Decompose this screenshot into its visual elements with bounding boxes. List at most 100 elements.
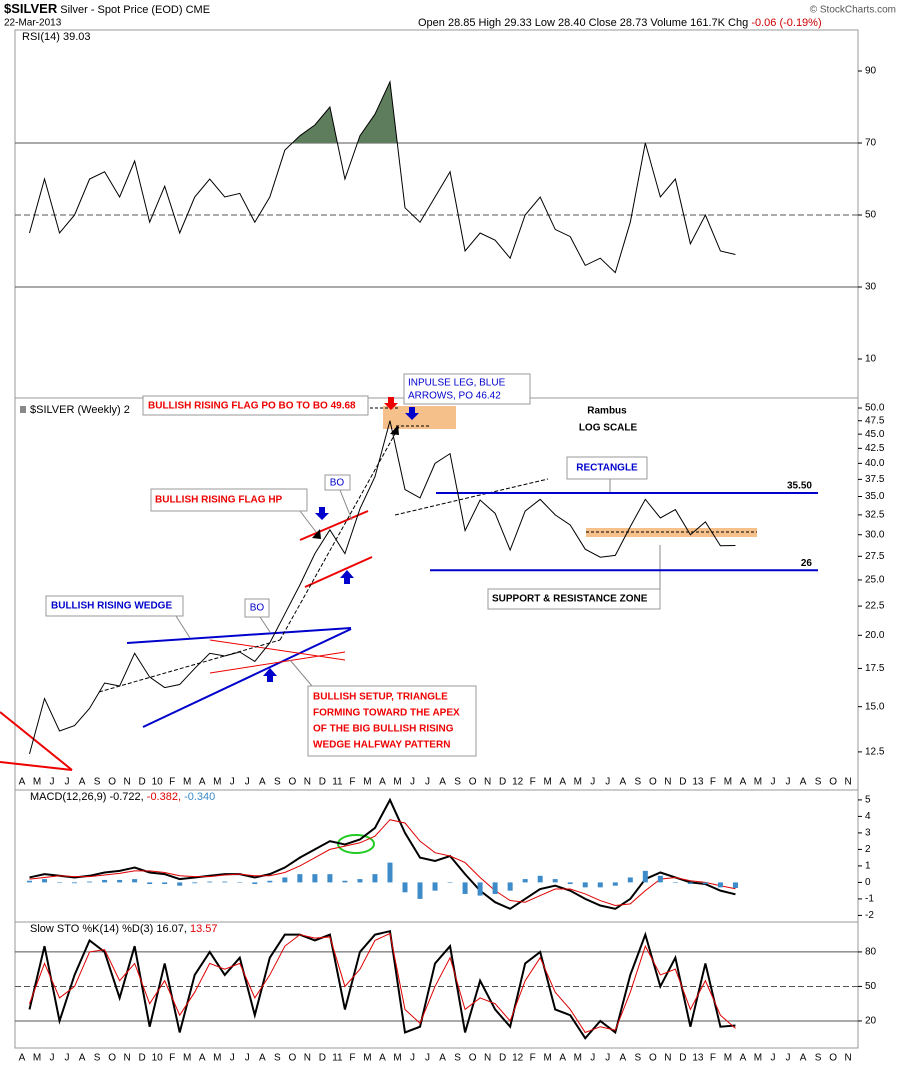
x-tick-label: M — [754, 1053, 762, 1064]
annotation-box — [566, 456, 648, 480]
annotation: RECTANGLE — [576, 463, 638, 474]
histogram-bar — [327, 874, 333, 883]
y-tick-label: 30 — [865, 282, 877, 293]
x-tick-label: J — [230, 1053, 235, 1064]
x-tick-label: D — [499, 777, 506, 788]
histogram-bar — [132, 879, 138, 883]
histogram-bar — [597, 882, 603, 888]
x-tick-label: A — [439, 777, 446, 788]
x-tick-label: N — [664, 777, 671, 788]
exchange: CME — [186, 4, 210, 16]
y-tick-label: 30.0 — [865, 529, 885, 540]
x-tick-label: M — [363, 1053, 371, 1064]
sto-legend: Slow STO %K(14) %D(3) 16.07, 13.57 — [30, 923, 218, 935]
x-tick-label: O — [108, 777, 116, 788]
x-tick-label: M — [393, 777, 401, 788]
x-tick-label: A — [559, 777, 566, 788]
x-tick-label: M — [544, 777, 552, 788]
histogram-bar — [552, 879, 558, 883]
legend-k: Slow STO %K(14) %D(3) 16.07, — [30, 923, 187, 935]
x-tick-label: J — [605, 777, 610, 788]
trend-line — [394, 478, 549, 516]
histogram-bar — [252, 882, 258, 885]
histogram-bar — [267, 880, 273, 883]
x-tick-label: J — [50, 777, 55, 788]
y-tick-label: 80 — [865, 947, 877, 958]
series-line — [28, 929, 736, 1040]
y-tick-label: 4 — [865, 811, 871, 822]
x-tick-label: J — [65, 1053, 70, 1064]
histogram-bar — [57, 882, 63, 883]
y-tick-label: 32.5 — [865, 510, 885, 521]
x-tick-label: S — [815, 777, 822, 788]
level-label: 26 — [801, 558, 813, 569]
y-tick-label: 10 — [865, 354, 877, 365]
histogram-bar — [492, 882, 498, 894]
legend-hist: -0.340 — [184, 791, 215, 803]
x-tick-label: O — [469, 1053, 477, 1064]
annotation-box — [244, 598, 270, 618]
annotation: Rambus — [587, 406, 627, 417]
x-tick-label: N — [664, 1053, 671, 1064]
legend-macd: MACD(12,26,9) -0.722, — [30, 791, 144, 803]
histogram-bar — [627, 877, 633, 883]
change: -0.06 (-0.19%) — [751, 17, 821, 29]
x-tick-label: N — [304, 1053, 311, 1064]
annotation-box — [324, 474, 351, 491]
y-tick-label: 17.5 — [865, 663, 885, 674]
x-tick-label: M — [724, 777, 732, 788]
x-tick-label: 12 — [512, 1053, 524, 1064]
x-tick-label: J — [50, 1053, 55, 1064]
x-tick-label: A — [19, 777, 26, 788]
x-tick-label: A — [19, 1053, 26, 1064]
x-tick-label: A — [619, 777, 626, 788]
x-tick-label: M — [574, 1053, 582, 1064]
x-tick-label: 12 — [512, 777, 524, 788]
histogram-bar — [657, 875, 663, 883]
macd-legend: MACD(12,26,9) -0.722, -0.382, -0.340 — [30, 791, 215, 803]
x-tick-label: J — [425, 777, 430, 788]
histogram-bar — [447, 882, 453, 883]
x-tick-label: 10 — [152, 1053, 164, 1064]
trend-line — [98, 639, 281, 693]
annotation: WEDGE HALFWAY PATTERN — [313, 740, 450, 751]
triangle-line — [209, 639, 346, 661]
arrow — [384, 397, 398, 410]
header: $SILVER Silver - Spot Price (EOD) CME — [4, 1, 210, 16]
x-tick-label: D — [319, 777, 326, 788]
y-tick-label: 20 — [865, 1016, 877, 1027]
histogram-bar — [507, 882, 513, 891]
x-tick-label: 13 — [692, 777, 704, 788]
x-tick-label: F — [530, 1053, 536, 1064]
x-tick-label: S — [94, 777, 101, 788]
annotation: LOG SCALE — [579, 423, 638, 434]
old-triangle — [0, 761, 73, 771]
arrow — [340, 570, 354, 584]
x-tick-label: F — [349, 777, 355, 788]
symbol: $SILVER — [4, 1, 58, 16]
rsi-frame — [14, 29, 859, 399]
x-tick-label: A — [800, 1053, 807, 1064]
x-tick-label: A — [259, 1053, 266, 1064]
histogram-bar — [612, 882, 618, 886]
x-tick-label: J — [410, 777, 415, 788]
flag-line — [299, 510, 369, 541]
histogram-bar — [342, 880, 348, 883]
y-tick-label: 12.5 — [865, 747, 885, 758]
trend-line — [279, 424, 401, 641]
x-tick-label: S — [815, 1053, 822, 1064]
annotation-box — [403, 373, 531, 405]
histogram-bar — [162, 882, 168, 885]
x-tick-label: O — [469, 777, 477, 788]
x-tick-label: M — [544, 1053, 552, 1064]
y-tick-label: 25.0 — [865, 575, 885, 586]
histogram-bar — [402, 882, 408, 893]
x-tick-label: A — [740, 777, 747, 788]
x-tick-label: A — [800, 777, 807, 788]
histogram-bar — [117, 879, 123, 883]
arrow — [405, 407, 419, 420]
x-tick-label: M — [183, 777, 191, 788]
y-tick-label: 20.0 — [865, 630, 885, 641]
